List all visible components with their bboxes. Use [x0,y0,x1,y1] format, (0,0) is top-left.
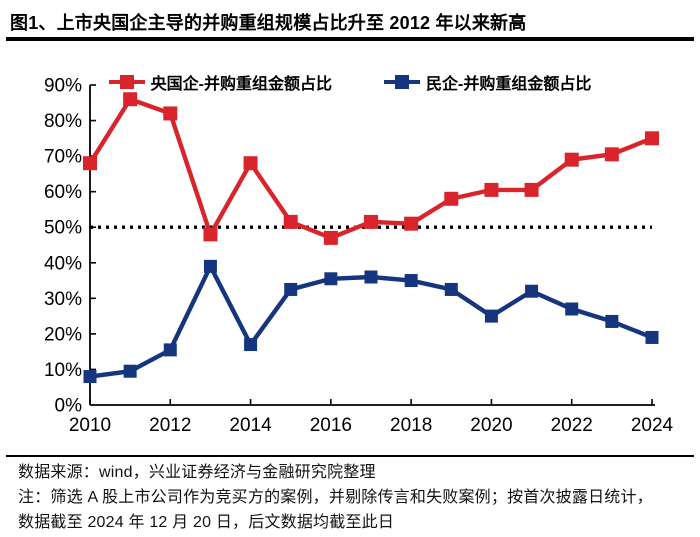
y-tick-label: 0% [55,396,83,417]
data-point [484,182,499,197]
data-source: 数据来源：wind，兴业证券经济与金融研究院整理 [18,464,376,481]
data-point [243,156,258,171]
data-point [163,343,177,357]
data-point [404,274,418,288]
legend-line-marker-blue-icon [384,75,420,89]
data-point [83,370,97,384]
data-point [323,230,338,245]
y-tick-label: 20% [44,324,82,345]
data-point [83,156,97,171]
y-tick-label: 40% [44,253,82,274]
y-tick-label: 30% [44,289,82,310]
data-point [244,338,258,352]
data-point [123,92,138,107]
data-point [444,282,458,296]
x-tick-label: 2018 [390,415,432,436]
figure-title: 图1、上市央国企主导的并购重组规模占比升至 2012 年以来新高 [10,13,527,33]
data-point [525,284,539,298]
axes [89,85,655,406]
data-point [203,259,217,273]
legend-item-central-soe: 央国企-并购重组金额占比 [108,70,332,94]
data-point [364,270,378,284]
y-tick-label: 80% [44,111,82,132]
legend-label-central-soe: 央国企-并购重组金额占比 [150,76,332,93]
data-point [123,364,137,378]
legend-label-private: 民企-并购重组金额占比 [426,76,592,93]
data-point [565,302,579,316]
data-point [364,214,378,229]
data-point [203,227,218,242]
x-tick-label: 2012 [149,415,191,436]
note-line-2: 数据截至 2024 年 12 月 20 日，后文数据均截至此日 [18,514,395,531]
x-tick-label: 2024 [631,415,674,436]
data-point [564,152,579,167]
y-tick-label: 10% [44,360,82,381]
chart-legend: 央国企-并购重组金额占比 民企-并购重组金额占比 [0,70,700,94]
x-tick-label: 2010 [69,415,111,436]
note-line-1: 注：筛选 A 股上市公司作为竞买方的案例，并剔除传言和失败案例；按首次披露日统计… [18,489,653,506]
y-tick-label: 60% [44,182,82,203]
legend-line-marker-red-icon [108,75,145,89]
data-point [284,282,298,296]
series-0 [83,92,659,245]
y-tick-label: 70% [44,147,82,168]
x-tick-labels: 2010 2012 2014 2016 2018 2020 2022 2024 [69,399,674,436]
y-tick-label: 90% [44,76,82,97]
title-divider [6,37,694,41]
legend-square-blue-icon [395,75,409,89]
data-point [283,214,298,229]
data-point [524,182,539,197]
data-point [324,272,338,286]
x-tick-label: 2020 [470,415,512,436]
legend-item-private: 民企-并购重组金额占比 [384,70,591,94]
y-tick-label: 50% [44,218,82,239]
x-tick-label: 2014 [229,415,272,436]
series-1 [83,259,659,384]
x-tick-label: 2022 [551,415,593,436]
data-point [163,106,178,121]
y-tick-labels: 0% 10% 20% 30% 40% 50% 60% 70% 80% 90% [44,76,96,417]
data-point [444,191,459,206]
footer-divider [6,455,694,457]
data-point [484,309,498,323]
data-point [645,131,659,146]
legend-square-red-icon [119,75,134,89]
data-point [404,216,419,231]
data-point [605,314,619,328]
x-tick-label: 2016 [310,415,352,436]
data-point [645,330,659,344]
data-point [604,147,619,162]
footer-notes: 数据来源：wind，兴业证券经济与金融研究院整理 注：筛选 A 股上市公司作为竞… [18,460,690,535]
